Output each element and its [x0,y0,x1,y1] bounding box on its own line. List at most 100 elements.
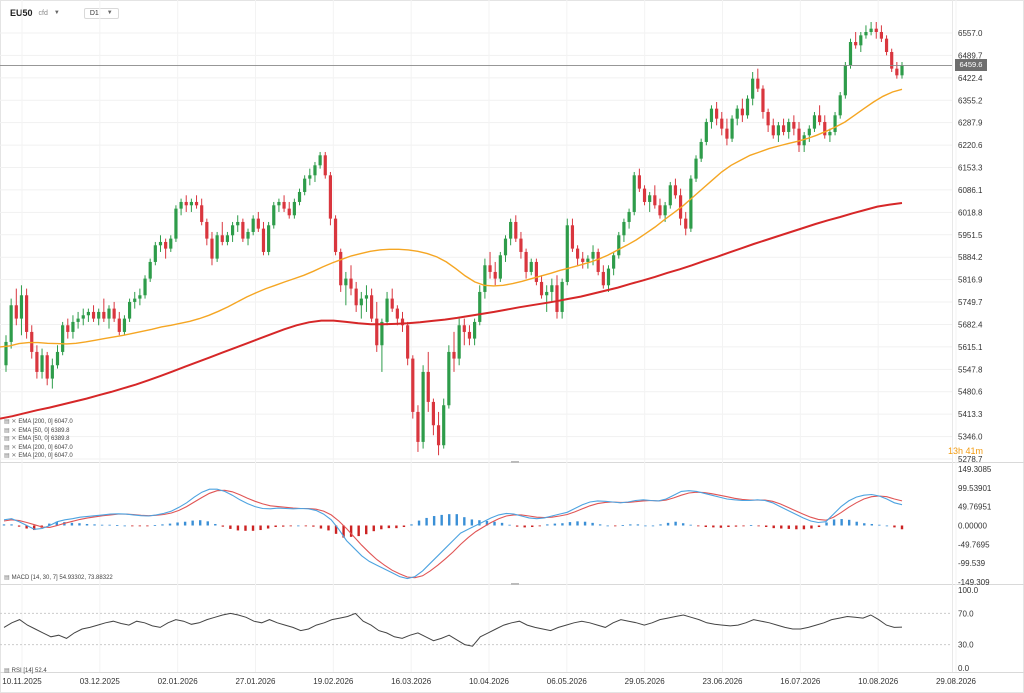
candle-body[interactable] [689,178,693,229]
candle-body[interactable] [205,221,209,239]
candle-body[interactable] [493,271,497,279]
candle-body[interactable] [411,358,415,412]
candle-body[interactable] [828,131,832,136]
candle-body[interactable] [133,298,137,302]
candle-body[interactable] [838,95,842,116]
candle-body[interactable] [658,205,662,216]
gear-icon[interactable]: ▤ ✕ [4,419,17,425]
candle-body[interactable] [745,98,750,116]
gear-icon[interactable]: ▤ ✕ [4,444,17,451]
candle-body[interactable] [740,108,744,116]
candle-body[interactable] [174,208,178,239]
candle-body[interactable] [236,221,240,226]
candle-body[interactable] [390,298,394,309]
candle-body[interactable] [45,355,49,379]
candle-body[interactable] [35,351,39,372]
candle-body[interactable] [591,251,595,259]
candle-body[interactable] [50,365,54,379]
candle-body[interactable] [843,65,847,96]
candle-body[interactable] [854,41,858,46]
candle-body[interactable] [436,425,441,446]
candle-body[interactable] [673,185,678,196]
candle-body[interactable] [138,295,142,299]
candle-body[interactable] [220,235,224,242]
candle-body[interactable] [606,268,611,286]
pane-resize-handle[interactable] [511,461,519,463]
candle-body[interactable] [158,241,163,246]
candle-body[interactable] [91,311,96,319]
candle-body[interactable] [787,121,791,132]
gear-icon[interactable]: ▤ ✕ [4,436,17,442]
candle-body[interactable] [632,175,636,212]
candle-body[interactable] [653,195,657,206]
candle-body[interactable] [478,291,482,322]
candle-body[interactable] [648,195,652,202]
legend-row[interactable]: ▤ RSI [14] 52.4 [4,667,47,676]
candle-body[interactable] [483,265,487,292]
candle-body[interactable] [457,325,461,359]
candle-body[interactable] [900,65,904,76]
candle-body[interactable] [565,225,569,282]
candle-body[interactable] [751,78,755,99]
candle-body[interactable] [467,331,472,339]
candle-body[interactable] [663,205,667,216]
candle-body[interactable] [488,265,492,272]
symbol-dropdown-icon[interactable]: ▼ [53,10,60,16]
candle-body[interactable] [735,108,739,119]
candle-body[interactable] [339,251,343,286]
candle-body[interactable] [642,188,647,202]
legend-row[interactable]: ▤ ✕ EMA [200, 0] 6047.0 [4,418,73,427]
candle-body[interactable] [756,78,760,89]
candle-body[interactable] [859,35,863,46]
gear-icon[interactable]: ▤ ✕ [4,427,17,434]
candle-body[interactable] [514,221,518,239]
candle-body[interactable] [153,245,157,262]
candle-body[interactable] [730,118,734,139]
candle-body[interactable] [694,158,698,179]
legend-row[interactable]: ▤ ✕ EMA [200, 0] 6047.0 [4,444,73,453]
candle-body[interactable] [143,278,147,296]
candle-body[interactable] [426,371,430,402]
candle-body[interactable] [684,218,688,229]
candle-body[interactable] [61,325,65,352]
candle-body[interactable] [287,208,291,216]
candle-body[interactable] [25,295,29,332]
symbol-label[interactable]: EU50 [10,8,33,18]
candle-body[interactable] [107,308,111,319]
candle-body[interactable] [473,321,477,339]
candle-body[interactable] [256,218,260,229]
candle-body[interactable] [272,205,276,226]
candle-body[interactable] [184,201,188,206]
candle-body[interactable] [71,321,75,332]
candle-body[interactable] [503,238,508,256]
candle-body[interactable] [622,221,626,236]
candle-body[interactable] [328,175,333,219]
candle-body[interactable] [776,125,781,136]
candle-body[interactable] [86,311,90,316]
candle-body[interactable] [241,221,245,239]
candle-body[interactable] [122,318,127,332]
candle-body[interactable] [864,32,868,36]
candle-body[interactable] [797,128,801,146]
legend-row[interactable]: ▤ MACD [14, 30, 7] 54.93302, 73.88322 [4,574,113,583]
candle-body[interactable] [833,115,837,132]
candle-body[interactable] [637,175,641,189]
candle-body[interactable] [890,51,894,69]
candle-body[interactable] [359,298,363,306]
candle-body[interactable] [333,218,338,252]
candle-body[interactable] [246,231,250,239]
candle-body[interactable] [879,32,883,39]
candle-body[interactable] [225,235,230,242]
candle-body[interactable] [766,111,770,126]
candle-body[interactable] [709,108,714,122]
candle-body[interactable] [81,315,85,319]
legend-row[interactable]: ▤ ✕ EMA [200, 0] 6047.0 [4,452,73,461]
candle-body[interactable] [581,258,585,262]
legend-row[interactable]: ▤ ✕ EMA [50, 0] 6389.8 [4,435,73,444]
candle-body[interactable] [303,178,307,192]
candle-body[interactable] [792,121,796,129]
candle-body[interactable] [668,185,672,206]
candle-body[interactable] [519,238,523,252]
gear-icon[interactable]: ▤ [4,668,10,674]
